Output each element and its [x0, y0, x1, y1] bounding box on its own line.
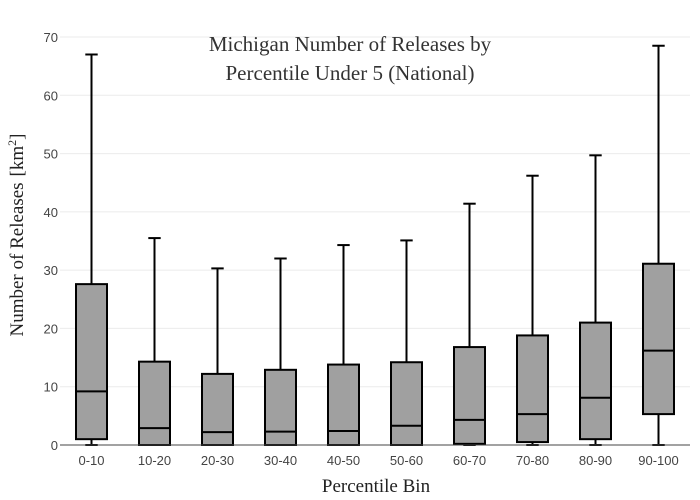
box-70-80: [516, 174, 549, 446]
x-tick-label: 0-10: [78, 453, 104, 468]
chart-title-line-1: Michigan Number of Releases by: [209, 32, 492, 56]
x-tick-label: 50-60: [390, 453, 423, 468]
iqr-box: [642, 262, 675, 416]
iqr-box: [75, 283, 108, 441]
box-80-90: [579, 154, 612, 446]
chart-title-line-2: Percentile Under 5 (National): [226, 61, 475, 85]
y-axis-title-text: Number of Releases: [7, 182, 28, 336]
x-tick-label: 30-40: [264, 453, 297, 468]
x-tick-label: 70-80: [516, 453, 549, 468]
iqr-box: [138, 360, 171, 446]
y-axis-unit-exponent: 2: [5, 140, 19, 146]
gridlines: [60, 36, 690, 388]
boxes: [75, 44, 675, 446]
y-tick-label: 0: [51, 438, 58, 453]
iqr-box: [453, 346, 486, 445]
box-60-70: [453, 202, 486, 446]
y-tick-label: 40: [44, 205, 58, 220]
box-50-60: [390, 239, 423, 446]
iqr-box: [516, 334, 549, 444]
y-tick-label: 20: [44, 321, 58, 336]
x-tick-label: 40-50: [327, 453, 360, 468]
x-axis-title: Percentile Bin: [322, 476, 431, 497]
iqr-box: [201, 372, 234, 446]
y-tick-label: 10: [44, 380, 58, 395]
y-axis-unit-open: [: [7, 170, 28, 176]
box-20-30: [201, 267, 234, 446]
y-tick-label: 50: [44, 147, 58, 162]
x-tick-label: 10-20: [138, 453, 171, 468]
x-tick-label: 20-30: [201, 453, 234, 468]
y-tick-labels: 0 10 20 30 40 50 60 70: [44, 30, 58, 453]
x-tick-label: 80-90: [579, 453, 612, 468]
y-axis-unit-base: km: [7, 146, 28, 171]
iqr-box: [390, 361, 423, 446]
box-40-50: [327, 244, 360, 446]
box-30-40: [264, 257, 297, 446]
y-tick-label: 60: [44, 88, 58, 103]
x-tick-label: 90-100: [638, 453, 678, 468]
y-axis-unit-close: ]: [7, 134, 28, 140]
box-90-100: [642, 44, 675, 446]
x-tick-labels: 0-10 10-20 20-30 30-40 40-50 50-60 60-70 70-80 8…: [78, 453, 678, 468]
y-tick-label: 70: [44, 30, 58, 45]
y-tick-label: 30: [44, 263, 58, 278]
iqr-box: [579, 321, 612, 441]
iqr-box: [327, 363, 360, 446]
x-tick-label: 60-70: [453, 453, 486, 468]
box-10-20: [138, 237, 171, 446]
box-0-10: [75, 53, 108, 446]
y-axis-title: Number of Releases [km2]: [5, 134, 28, 337]
iqr-box: [264, 368, 297, 446]
